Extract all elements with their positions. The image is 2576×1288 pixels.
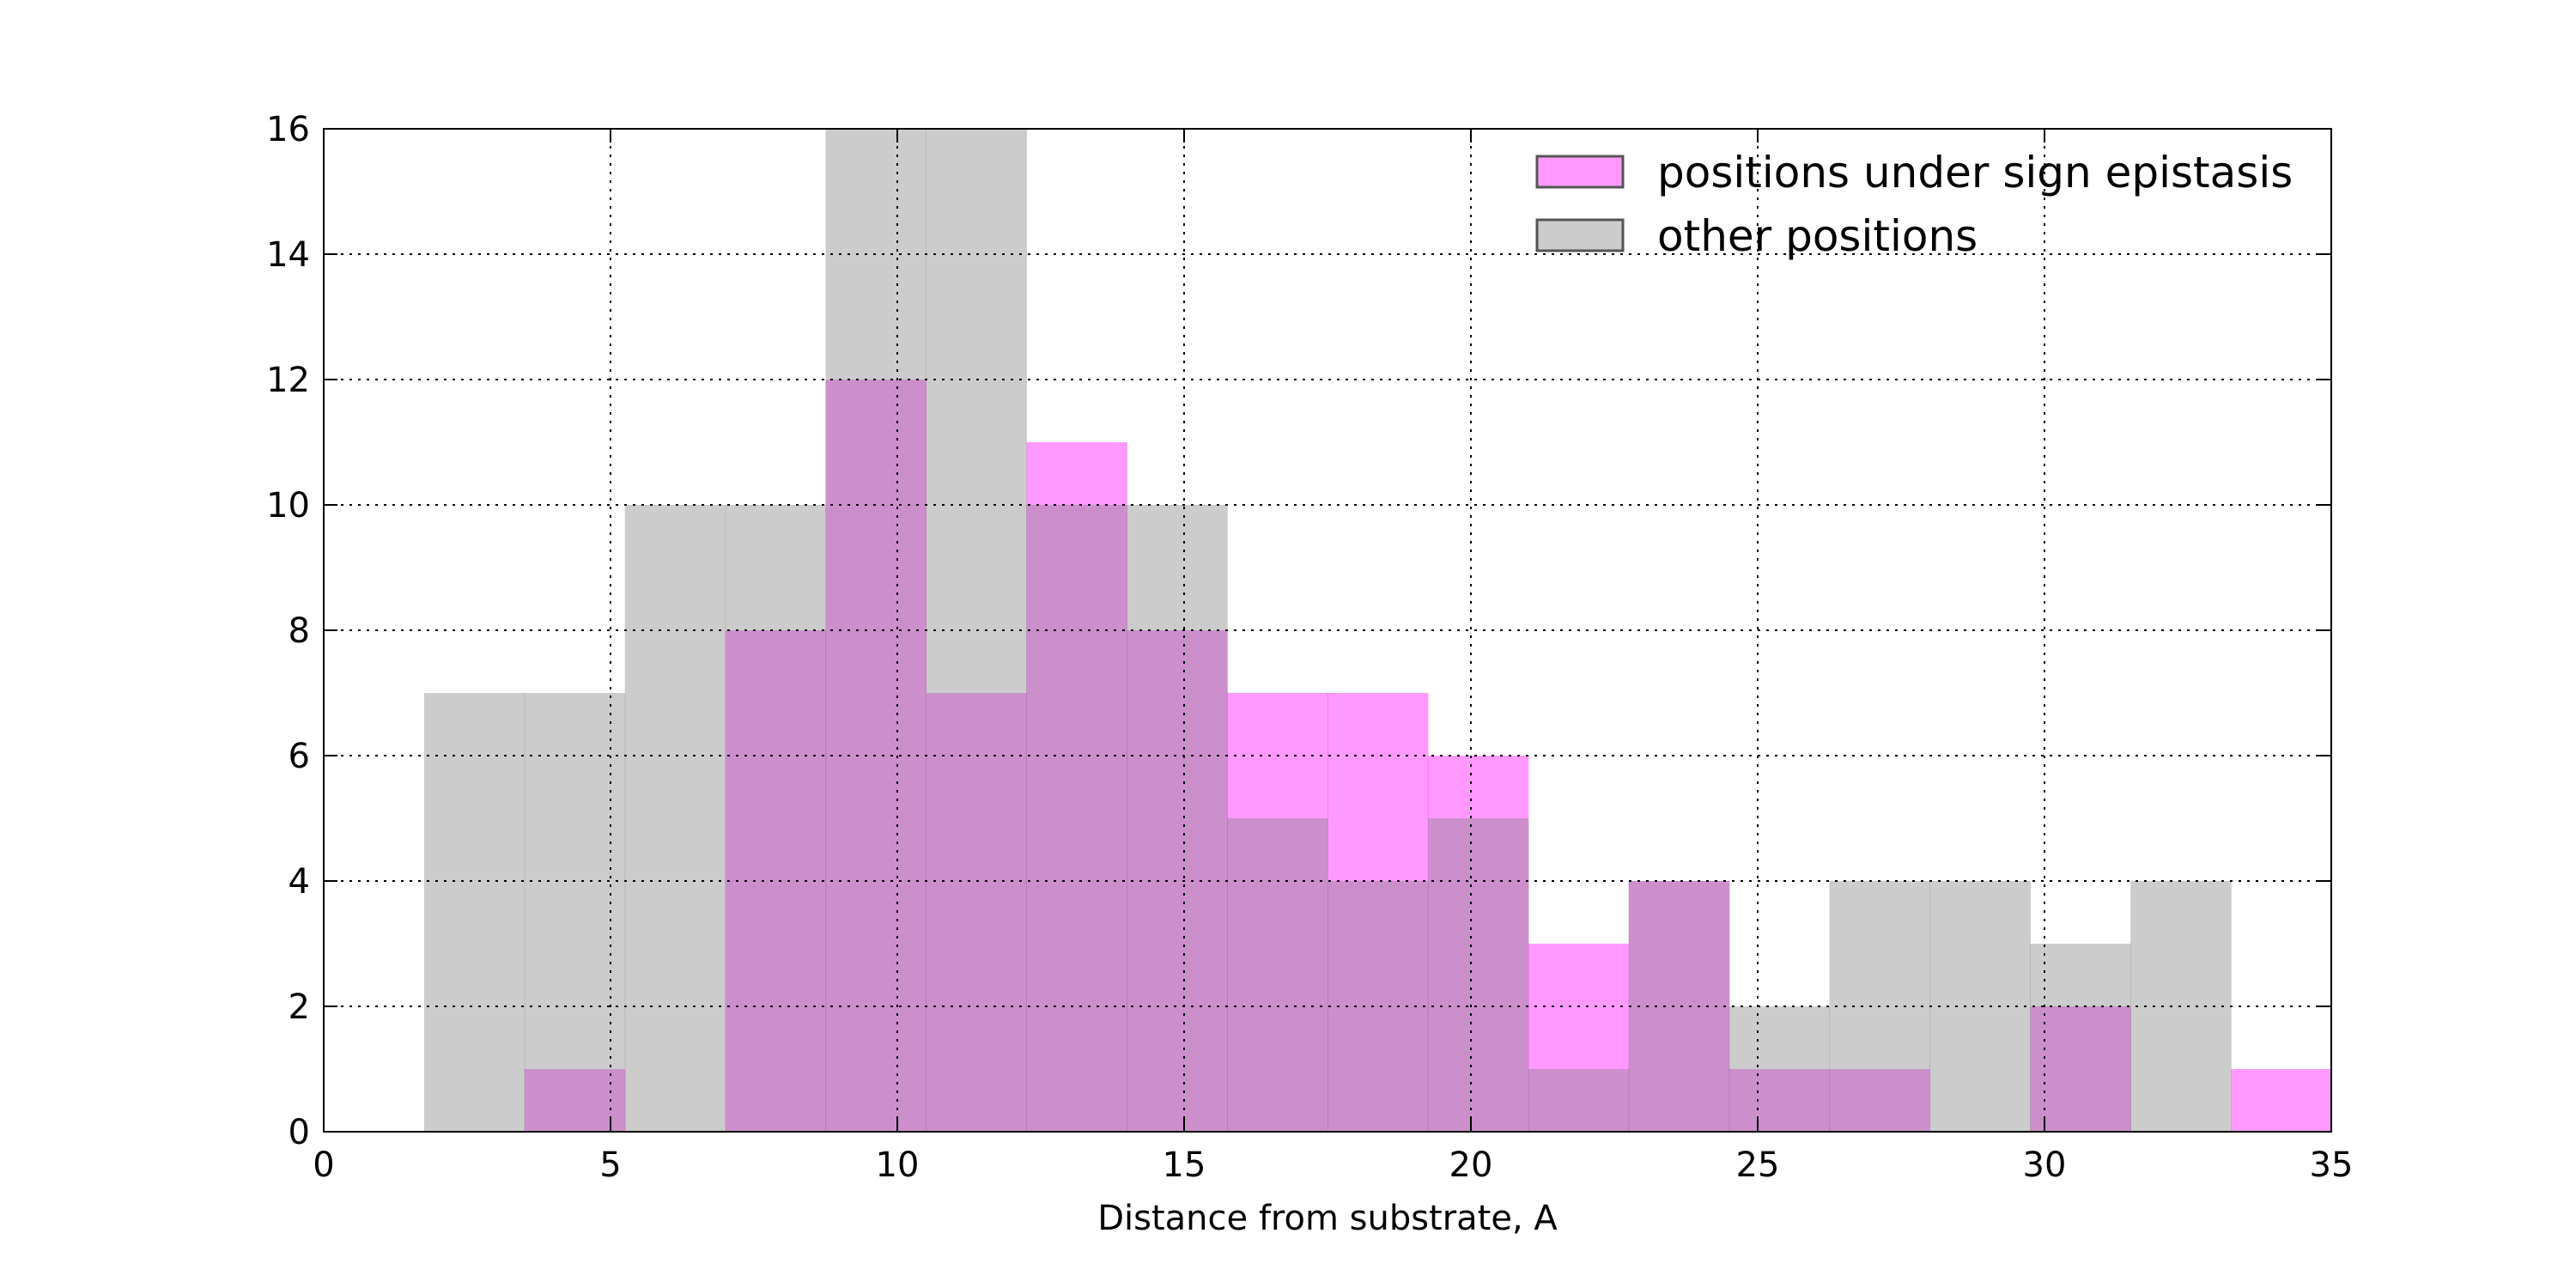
x-tick-label-5: 25 [1736, 1145, 1780, 1185]
bar-series-1-bin-11 [1327, 693, 1429, 1132]
bar-series-2-bin-11 [1327, 881, 1429, 1132]
y-tick-label-4: 8 [289, 611, 310, 651]
bar-series-1-bin-8 [1026, 442, 1127, 1132]
bar-series-2-bin-10 [1227, 818, 1328, 1132]
bar-series-2-bin-2 [423, 693, 526, 1132]
bar-series-1-bin-13 [1528, 944, 1630, 1132]
bar-series-2-bin-3 [524, 693, 626, 1132]
bar-series-2-bin-13 [1528, 1069, 1630, 1132]
x-tick-label-4: 20 [1449, 1145, 1493, 1185]
legend: positions under sign epistasis other posi… [1535, 148, 2293, 261]
x-tick-label-7: 35 [2310, 1145, 2354, 1185]
bar-series-1-bin-9 [1127, 630, 1228, 1132]
y-tick-label-3: 6 [289, 737, 310, 776]
x-tick-label-1: 5 [599, 1145, 621, 1185]
bar-series-2-bin-8 [1026, 505, 1127, 1132]
legend-label-2: other positions [1657, 211, 1978, 261]
legend-swatch-2 [1535, 218, 1625, 252]
bar-series-1-bin-5 [725, 630, 827, 1132]
bar-series-2-bin-15 [1728, 1006, 1831, 1132]
bar-series-2-bin-17 [1929, 881, 2031, 1132]
y-tick-label-6: 12 [266, 361, 310, 400]
bar-series-2-bin-12 [1427, 818, 1529, 1132]
bar-series-1-bin-20 [2231, 1069, 2332, 1132]
x-tick-label-2: 10 [876, 1145, 920, 1185]
bar-series-2-bin-5 [725, 505, 827, 1132]
y-tick-label-8: 16 [266, 110, 310, 149]
bar-series-1-bin-7 [926, 693, 1027, 1132]
x-axis-label: Distance from substrate, A [1097, 1199, 1558, 1238]
bar-series-1-bin-12 [1427, 756, 1529, 1132]
legend-swatch-1 [1535, 155, 1625, 189]
y-tick-label-1: 2 [289, 987, 310, 1027]
bar-series-2-bin-4 [624, 505, 726, 1132]
y-tick-label-7: 14 [266, 235, 310, 275]
bar-series-1-bin-18 [2030, 1006, 2131, 1132]
bar-series-2-bin-18 [2030, 944, 2131, 1132]
bar-series-1-bin-15 [1728, 1069, 1831, 1132]
x-tick-label-6: 30 [2023, 1145, 2067, 1185]
y-tick-label-0: 0 [289, 1113, 310, 1152]
bar-series-2-bin-9 [1127, 505, 1228, 1132]
x-tick-label-0: 0 [313, 1145, 334, 1185]
ticks-layer: 0 5 10 15 20 25 30 35 0 2 4 6 8 10 12 14 16 [266, 110, 2353, 1185]
bar-series-1-bin-14 [1628, 881, 1730, 1132]
x-tick-label-3: 15 [1163, 1145, 1206, 1185]
y-tick-label-5: 10 [266, 486, 310, 526]
bar-series-1-bin-10 [1227, 693, 1328, 1132]
legend-label-1: positions under sign epistasis [1657, 148, 2293, 197]
y-tick-label-2: 4 [289, 862, 310, 902]
bar-series-1-bin-16 [1829, 1069, 1930, 1132]
bar-series-2-bin-14 [1628, 881, 1730, 1132]
bar-series-1-bin-3 [524, 1069, 626, 1132]
